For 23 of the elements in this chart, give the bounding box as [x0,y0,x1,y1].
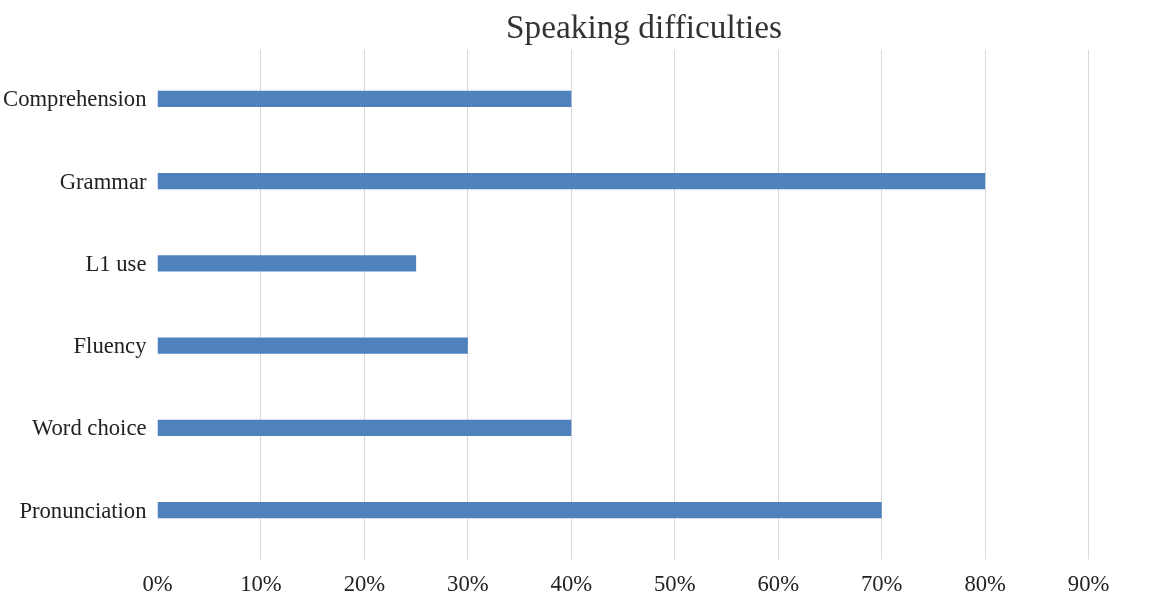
x-tick-label: 80% [964,570,1007,596]
x-tick-label: 30% [447,570,489,596]
x-tick-label: 90% [1067,570,1110,596]
bar [157,337,468,354]
y-tick-label: Comprehension [3,86,147,112]
x-tick-label: 70% [860,570,903,596]
x-tick-label: 60% [757,570,800,596]
y-tick-label: L1 use [85,250,147,276]
x-tick-label: 50% [654,570,696,596]
x-tick-label: 40% [550,570,593,596]
y-tick-label: Word choice [31,415,147,441]
bar [157,419,572,437]
bar [157,172,986,190]
y-tick-label: Pronunciation [19,497,147,523]
bar [157,501,882,519]
y-tick-label: Grammar [59,168,147,194]
bar [157,255,417,272]
x-tick-label: 20% [343,570,386,596]
y-tick-label: Fluency [73,333,148,359]
bar [157,90,572,108]
x-tick-label: 0% [142,570,173,596]
chart-title: Speaking difficulties [505,7,783,45]
x-tick-label: 10% [240,570,282,596]
